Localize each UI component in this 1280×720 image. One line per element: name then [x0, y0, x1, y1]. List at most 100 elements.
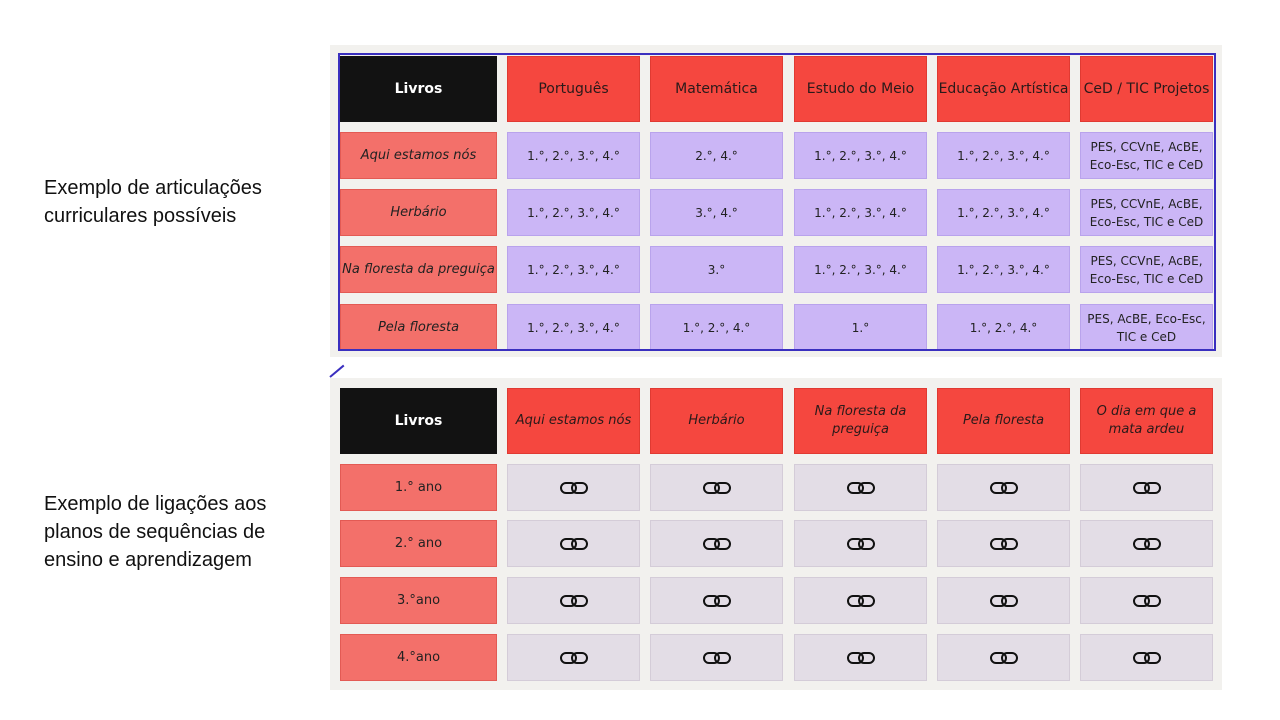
table1-book-label-text: Herbário	[390, 204, 447, 220]
table2-book-header: O dia em que a mata ardeu	[1080, 388, 1213, 454]
table1-grade-cell: 1.°, 2.°, 3.°, 4.°	[507, 189, 640, 236]
table2-lesson-plan-link[interactable]	[1080, 577, 1213, 624]
link-icon	[846, 481, 875, 494]
table2-lesson-plan-link[interactable]	[507, 520, 640, 567]
table2-book-header: Pela floresta	[937, 388, 1070, 454]
table1-grade-cell-text: 1.°, 2.°, 3.°, 4.°	[957, 262, 1050, 277]
table2-lesson-plan-link[interactable]	[650, 577, 783, 624]
table1-grade-cell: 3.°, 4.°	[650, 189, 783, 236]
table1-grade-cell-text: 1.°, 2.°, 3.°, 4.°	[527, 205, 620, 220]
table1-grade-cell-text: PES, CCVnE, AcBE, Eco-Esc, TIC e CeD	[1089, 253, 1204, 286]
table1-subject-header-text: CeD / TIC Projetos	[1083, 81, 1210, 97]
table2-corner-header: Livros	[340, 388, 497, 454]
table2-lesson-plan-link[interactable]	[1080, 520, 1213, 567]
table2-lesson-plan-link[interactable]	[1080, 464, 1213, 511]
table2-lesson-plan-link[interactable]	[650, 634, 783, 681]
table2-book-header: Herbário	[650, 388, 783, 454]
link-icon	[559, 481, 588, 494]
link-icon	[559, 594, 588, 607]
panel-corner-mark	[329, 364, 345, 378]
table2-book-header: Aqui estamos nós	[507, 388, 640, 454]
table2-year-label-text: 3.°ano	[396, 592, 441, 608]
table1-grade-cell-text: 1.°, 2.°, 3.°, 4.°	[527, 148, 620, 163]
table2-book-header-text: Na floresta da preguiça	[814, 404, 907, 437]
table1-book-label-text: Aqui estamos nós	[360, 147, 477, 163]
table2-lesson-plan-link[interactable]	[1080, 634, 1213, 681]
link-icon	[1132, 651, 1161, 664]
table2-lesson-plan-link[interactable]	[507, 634, 640, 681]
table2-book-header-text: Aqui estamos nós	[515, 413, 632, 428]
table2-book-header: Na floresta da preguiça	[794, 388, 927, 454]
table1-grade-cell: 1.°, 2.°, 3.°, 4.°	[794, 246, 927, 293]
table1-grade-cell: 1.°, 2.°, 3.°, 4.°	[507, 246, 640, 293]
table1-subject-header: Português	[507, 56, 640, 122]
table1-grade-cell: 1.°, 2.°, 3.°, 4.°	[937, 132, 1070, 179]
table1-grade-cell-text: 2.°, 4.°	[695, 148, 738, 163]
link-icon	[559, 537, 588, 550]
table2-lesson-plan-link[interactable]	[507, 464, 640, 511]
table1-grade-cell-text: 1.°, 2.°, 3.°, 4.°	[814, 262, 907, 277]
table1-grade-cell-text: 3.°, 4.°	[695, 205, 738, 220]
table1-grade-cell-text: 1.°, 2.°, 3.°, 4.°	[957, 205, 1050, 220]
table1-subject-header: CeD / TIC Projetos	[1080, 56, 1213, 122]
table1-grade-cell: 1.°, 2.°, 4.°	[650, 304, 783, 351]
table1-subject-header: Educação Artística	[937, 56, 1070, 122]
table2-lesson-plan-link[interactable]	[937, 577, 1070, 624]
link-icon	[846, 537, 875, 550]
link-icon	[702, 594, 731, 607]
table2-year-label-text: 1.° ano	[394, 479, 443, 495]
link-icon	[559, 651, 588, 664]
table2-lesson-plan-link[interactable]	[650, 520, 783, 567]
table1-grade-cell-text: 1.°, 2.°, 3.°, 4.°	[814, 205, 907, 220]
table1-book-label: Herbário	[340, 189, 497, 236]
table1-grade-cell-text: 1.°, 2.°, 3.°, 4.°	[957, 148, 1050, 163]
link-icon	[989, 594, 1018, 607]
table1-grade-cell: 1.°, 2.°, 4.°	[937, 304, 1070, 351]
link-icon	[1132, 537, 1161, 550]
table2-book-header-text: Pela floresta	[962, 413, 1045, 428]
link-icon	[846, 651, 875, 664]
table2-year-label-text: 2.° ano	[394, 535, 443, 551]
table2-corner-header-text: Livros	[394, 413, 443, 429]
link-icon	[846, 594, 875, 607]
table1-grade-cell: 1.°, 2.°, 3.°, 4.°	[937, 189, 1070, 236]
table2-lesson-plan-link[interactable]	[794, 464, 927, 511]
table1-grade-cell-text: 3.°	[707, 262, 726, 277]
table2-lesson-plan-link[interactable]	[794, 520, 927, 567]
caption-curricular-articulations: Exemplo de articulações curriculares pos…	[44, 177, 262, 227]
table2-lesson-plan-link[interactable]	[937, 464, 1070, 511]
table1-subject-header-text: Português	[538, 81, 609, 97]
table2-year-label: 2.° ano	[340, 520, 497, 567]
table2-lesson-plan-link[interactable]	[794, 634, 927, 681]
table1-grade-cell: 1.°	[794, 304, 927, 351]
table1-book-label: Pela floresta	[340, 304, 497, 351]
table1-grade-cell: 2.°, 4.°	[650, 132, 783, 179]
table2-lesson-plan-link[interactable]	[937, 520, 1070, 567]
table2-lesson-plan-link[interactable]	[650, 464, 783, 511]
table1-grade-cell: PES, AcBE, Eco-Esc, TIC e CeD	[1080, 304, 1213, 351]
table2-lesson-plan-link[interactable]	[794, 577, 927, 624]
table1-grade-cell: 1.°, 2.°, 3.°, 4.°	[937, 246, 1070, 293]
table1-grade-cell: PES, CCVnE, AcBE, Eco-Esc, TIC e CeD	[1080, 132, 1213, 179]
table1-book-label-text: Pela floresta	[377, 319, 460, 335]
table2-lesson-plan-link[interactable]	[507, 577, 640, 624]
table2-book-header-text: Herbário	[688, 413, 745, 428]
table1-subject-header-text: Estudo do Meio	[806, 81, 915, 97]
link-icon	[989, 537, 1018, 550]
table1-grade-cell-text: PES, AcBE, Eco-Esc, TIC e CeD	[1087, 311, 1206, 344]
table1-grade-cell-text: 1.°, 2.°, 3.°, 4.°	[814, 148, 907, 163]
table2-lesson-plan-link[interactable]	[937, 634, 1070, 681]
link-icon	[702, 481, 731, 494]
table1-grade-cell-text: 1.°	[851, 320, 870, 335]
table2-year-label: 4.°ano	[340, 634, 497, 681]
table1-grade-cell: 1.°, 2.°, 3.°, 4.°	[794, 189, 927, 236]
table1-corner-header-text: Livros	[394, 81, 443, 97]
table1-grade-cell: PES, CCVnE, AcBE, Eco-Esc, TIC e CeD	[1080, 246, 1213, 293]
link-icon	[1132, 594, 1161, 607]
table1-book-label: Aqui estamos nós	[340, 132, 497, 179]
table2-book-header-text: O dia em que a mata ardeu	[1096, 404, 1197, 437]
table1-book-label-text: Na floresta da preguiça	[342, 261, 495, 277]
table1-corner-header: Livros	[340, 56, 497, 122]
table1-grade-cell: PES, CCVnE, AcBE, Eco-Esc, TIC e CeD	[1080, 189, 1213, 236]
